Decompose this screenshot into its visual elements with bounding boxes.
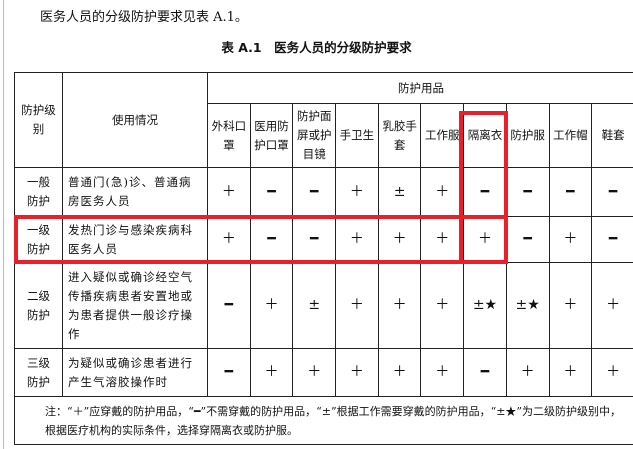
- requirement-mark: ＋: [548, 216, 593, 263]
- requirement-mark: ＋: [292, 348, 337, 397]
- requirement-mark: ＋: [463, 216, 507, 263]
- requirement-mark: ━: [292, 167, 337, 217]
- table-row: 二级防护 进入疑似或确诊经空气传播疾病患者安置地或为患者提供一般诊疗操作 ━ ＋ ± ＋＋…: [14, 262, 633, 349]
- row-level: 一级防护: [14, 216, 63, 263]
- header-item: 医用防护口罩: [249, 103, 294, 168]
- requirement-mark: ＋: [548, 348, 593, 397]
- header-item: 手卫生: [335, 103, 379, 168]
- requirement-mark: ±★: [505, 262, 550, 349]
- requirement-mark: ＋: [377, 348, 422, 397]
- requirement-mark: ±★: [463, 262, 507, 349]
- row-level: 一般防护: [14, 167, 63, 217]
- requirement-mark: ━: [505, 216, 550, 263]
- requirement-mark: ＋: [420, 348, 465, 397]
- requirement-mark: ±: [377, 167, 422, 217]
- requirement-mark: ＋: [505, 348, 550, 397]
- header-usage: 使用情况: [62, 72, 208, 168]
- row-usage: 进入疑似或确诊经空气传播疾病患者安置地或为患者提供一般诊疗操作: [62, 262, 208, 349]
- requirement-mark: ━: [207, 348, 251, 397]
- requirement-mark: ━: [463, 348, 507, 397]
- requirement-mark: ＋: [420, 262, 465, 349]
- requirement-mark: ━: [207, 262, 251, 349]
- requirement-mark: ＋: [591, 262, 633, 349]
- requirement-mark: ＋: [420, 167, 465, 217]
- row-level: 二级防护: [14, 262, 63, 349]
- requirement-mark: ＋: [335, 167, 379, 217]
- table-caption: 表 A.1 医务人员的分级防护要求: [221, 40, 412, 55]
- row-usage: 为疑似或确诊患者进行产生气溶胶操作时: [62, 348, 208, 397]
- requirement-mark: ━: [591, 216, 633, 263]
- requirement-mark: ＋: [377, 262, 422, 349]
- requirement-mark: ±: [292, 262, 337, 349]
- header-item: 鞋套: [591, 103, 633, 168]
- protection-table: 防护级别 使用情况 防护用品 外科口罩 医用防护口罩 防护面屏或护目镜 手卫生 乳胶手套…: [14, 72, 633, 445]
- row-level: 三级防护: [14, 348, 63, 397]
- header-group: 防护用品: [207, 72, 633, 104]
- header-item: 工作服: [420, 103, 465, 168]
- requirement-mark: ＋: [335, 348, 379, 397]
- requirement-mark: ━: [505, 167, 550, 217]
- page-edge: [3, 0, 4, 449]
- intro-text: 医务人员的分级防护要求见表 A.1。: [40, 10, 248, 25]
- header-level: 防护级别: [14, 72, 63, 168]
- requirement-mark: ＋: [335, 262, 379, 349]
- requirement-mark: ＋: [548, 262, 593, 349]
- requirement-mark: ＋: [249, 262, 294, 349]
- table-note: 注：“＋”应穿戴的防护用品，“━”不需穿戴的防护用品，“±”根据工作需要穿戴的防…: [14, 396, 633, 445]
- header-item: 防护面屏或护目镜: [292, 103, 337, 168]
- header-item: 工作帽: [548, 103, 593, 168]
- highlight-row-level1: [14, 215, 508, 264]
- row-usage: 普通门(急)诊、普通病房医务人员: [62, 167, 208, 217]
- requirement-mark: ━: [249, 167, 294, 217]
- header-item: 外科口罩: [207, 103, 251, 168]
- requirement-mark: ＋: [591, 348, 633, 397]
- header-item: 防护服: [505, 103, 550, 168]
- header-item: 乳胶手套: [377, 103, 422, 168]
- table-row: 一般防护 普通门(急)诊、普通病房医务人员＋ ━ ━ ＋ ± ＋ ━ ━ ━ ━: [14, 167, 633, 217]
- table-row: 一级防护 发热门诊与感染疾病科医务人员＋ ━ ━ ＋＋＋＋ ━ ＋ ━: [14, 216, 633, 263]
- requirement-mark: ━: [591, 167, 633, 217]
- requirement-mark: ━: [548, 167, 593, 217]
- table-row: 三级防护 为疑似或确诊患者进行产生气溶胶操作时 ━ ＋＋＋＋＋ ━ ＋＋＋: [14, 348, 633, 397]
- requirement-mark: ＋: [249, 348, 294, 397]
- requirement-mark: ＋: [207, 167, 251, 217]
- row-usage: 发热门诊与感染疾病科医务人员: [62, 216, 208, 263]
